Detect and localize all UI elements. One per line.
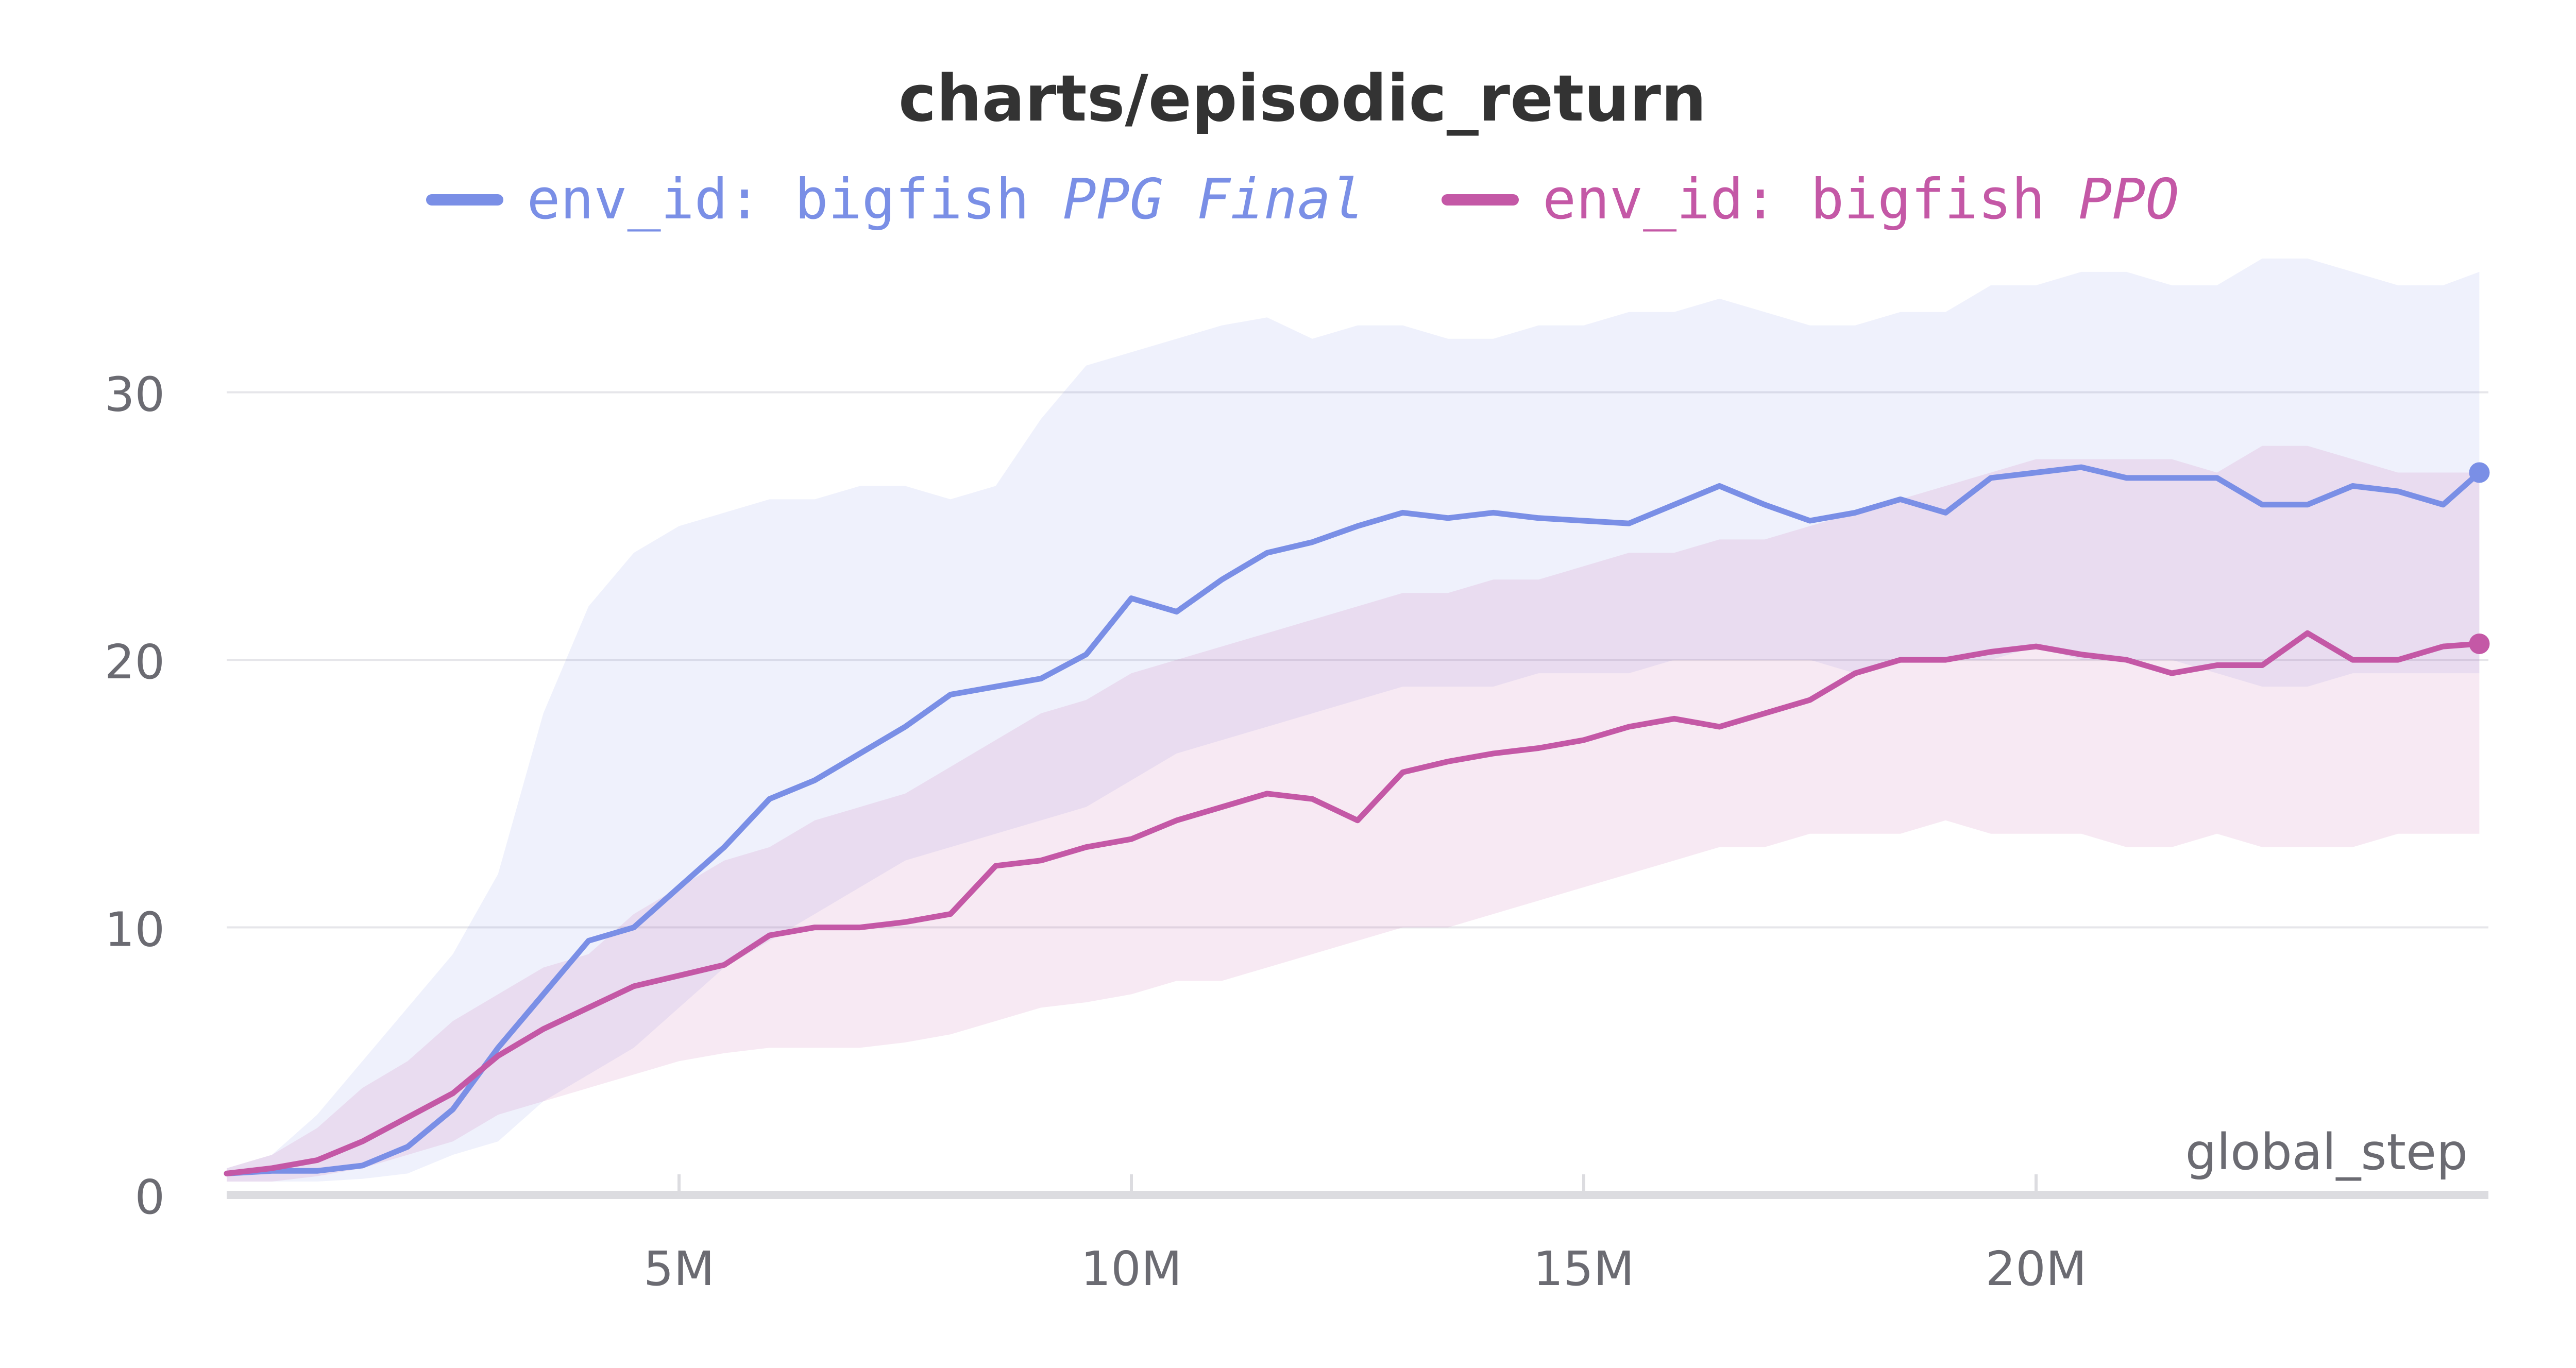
x-axis-label: global_step — [2185, 1123, 2468, 1181]
legend-swatch-ppo — [1442, 194, 1519, 206]
y-tick-label: 30 — [105, 367, 165, 422]
end-point-ppg[interactable] — [2469, 462, 2490, 483]
confidence-bands — [227, 258, 2480, 1182]
x-tick-label: 5M — [643, 1241, 715, 1296]
legend-swatch-ppg — [426, 194, 503, 206]
y-tick-label: 10 — [105, 902, 165, 957]
legend-item-ppg[interactable]: env_id: bigfish PPG Final — [426, 167, 1365, 232]
legend-run-ppo: PPO — [2078, 167, 2179, 232]
series-line-ppo[interactable] — [224, 630, 2482, 1176]
x-tick-label: 20M — [1986, 1241, 2087, 1296]
chart-title: charts/episodic_return — [898, 62, 1707, 136]
legend-label-ppg: env_id: bigfish PPG Final — [527, 167, 1365, 232]
series-line-ppg[interactable] — [224, 464, 2482, 1176]
band-ppo — [227, 446, 2480, 1182]
legend-env-ppo: env_id: bigfish — [1543, 167, 2045, 232]
legend-env-ppg: env_id: bigfish — [527, 167, 1029, 232]
legend: env_id: bigfish PPG Final env_id: bigfis… — [0, 167, 2576, 232]
band-ppg — [227, 258, 2480, 1182]
legend-item-ppo[interactable]: env_id: bigfish PPO — [1442, 167, 2179, 232]
axes: 0 10 20 30 5M 10M 15M 20M global_step — [105, 367, 2488, 1296]
x-tick-label: 15M — [1533, 1241, 1634, 1296]
series-lines — [224, 462, 2490, 1176]
legend-label-ppo: env_id: bigfish PPO — [1543, 167, 2179, 232]
end-point-ppo[interactable] — [2469, 633, 2490, 654]
legend-run-ppg: PPG Final — [1062, 167, 1365, 232]
x-tick-label: 10M — [1081, 1241, 1182, 1296]
y-tick-label: 20 — [105, 635, 165, 690]
y-tick-label: 0 — [134, 1170, 165, 1225]
